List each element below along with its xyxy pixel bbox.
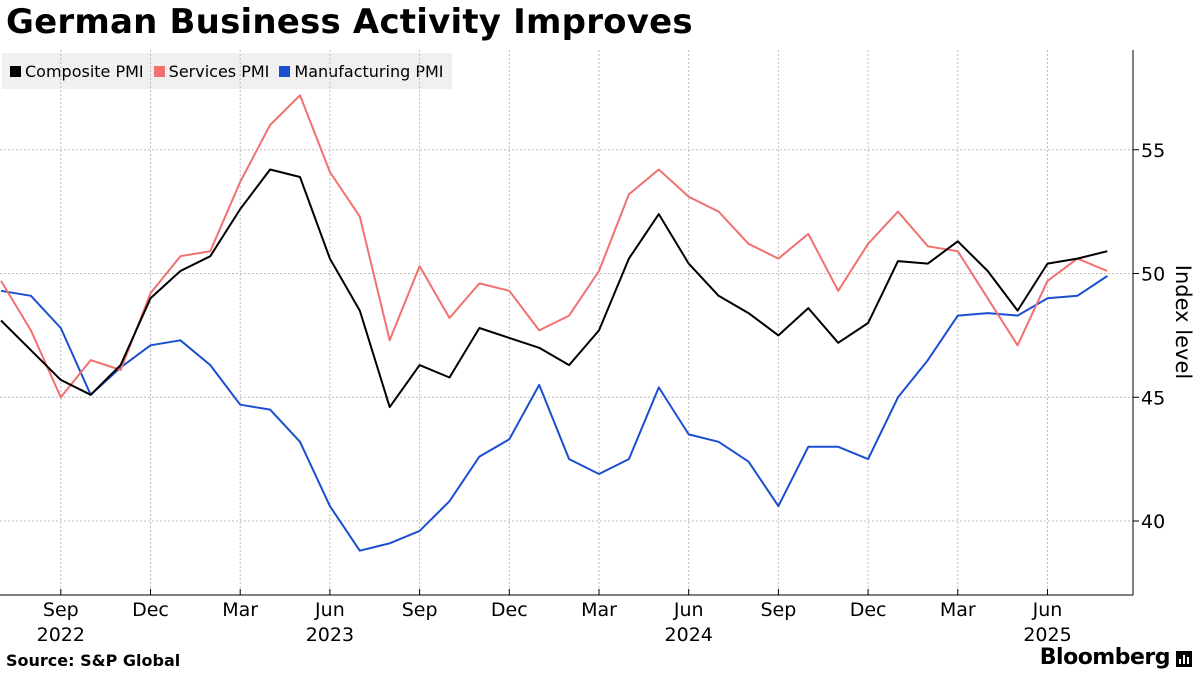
x-tick-label-4: Sep [402, 599, 438, 621]
y-tick-label-50: 50 [1141, 264, 1165, 286]
x-tick-label-3: Jun [314, 599, 345, 621]
x-year-label-0: 2022 [37, 624, 85, 646]
x-tick-label-7: Jun [673, 599, 704, 621]
legend-swatch-services [153, 65, 165, 77]
x-tick-label-10: Mar [940, 599, 976, 621]
legend-item-manufacturing: Manufacturing PMI [279, 61, 444, 81]
y-axis-label: Index level [1171, 265, 1195, 379]
legend-item-services: Services PMI [153, 61, 270, 81]
legend-swatch-manufacturing [279, 65, 291, 77]
x-tick-label-9: Dec [850, 599, 887, 621]
legend-label-composite: Composite PMI [25, 61, 144, 81]
x-year-label-7: 2024 [665, 624, 713, 646]
series-line-manufacturing-pmi [0, 275, 1108, 552]
legend-label-manufacturing: Manufacturing PMI [294, 61, 444, 81]
x-tick-label-11: Jun [1032, 599, 1063, 621]
y-tick-label-45: 45 [1141, 387, 1165, 409]
x-year-label-3: 2023 [306, 624, 354, 646]
x-tick-label-0: Sep [43, 599, 79, 621]
bloomberg-chart-icon [1176, 650, 1192, 667]
brand-text: Bloomberg [1039, 645, 1171, 670]
x-tick-label-2: Mar [222, 599, 258, 621]
legend-swatch-composite [10, 65, 21, 77]
y-tick-label-55: 55 [1141, 140, 1165, 162]
bloomberg-logo: Bloomberg [1040, 645, 1192, 670]
x-tick-label-5: Dec [491, 599, 528, 621]
y-tick-label-40: 40 [1141, 511, 1165, 533]
x-tick-label-6: Mar [581, 599, 617, 621]
x-tick-label-1: Dec [132, 599, 169, 621]
x-year-label-11: 2025 [1023, 624, 1071, 646]
series-line-services-pmi [0, 94, 1108, 399]
legend-item-composite: Composite PMI [10, 62, 144, 81]
legend: Composite PMI Services PMI Manufacturing… [2, 53, 452, 89]
x-tick-label-8: Sep [760, 599, 796, 621]
source-note: Source: S&P Global [6, 651, 181, 670]
chart-title: German Business Activity Improves [6, 2, 693, 42]
legend-label-services: Services PMI [168, 61, 270, 81]
series-line-composite-pmi [0, 168, 1108, 409]
